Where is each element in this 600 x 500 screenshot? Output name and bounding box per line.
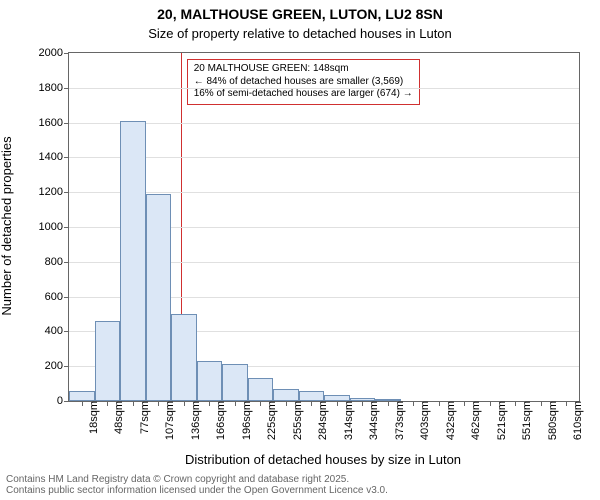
histogram-bar (197, 361, 223, 401)
histogram-bar (299, 391, 325, 401)
y-axis-label: Number of detached properties (0, 136, 14, 315)
annotation-line: 16% of semi-detached houses are larger (… (194, 88, 413, 101)
x-tick-label: 610sqm (566, 401, 584, 440)
x-tick-label: 521sqm (490, 401, 508, 440)
annotation-box: 20 MALTHOUSE GREEN: 148sqm← 84% of detac… (187, 59, 420, 105)
y-tick-label: 200 (45, 360, 69, 372)
plot-area: 20 MALTHOUSE GREEN: 148sqm← 84% of detac… (68, 52, 580, 402)
grid-line (69, 157, 579, 158)
y-tick-label: 1200 (39, 186, 69, 198)
y-tick-label: 0 (57, 395, 69, 407)
chart-title: 20, MALTHOUSE GREEN, LUTON, LU2 8SN (0, 6, 600, 22)
x-tick-label: 166sqm (209, 401, 227, 440)
y-tick-label: 1800 (39, 82, 69, 94)
x-tick-label: 551sqm (515, 401, 533, 440)
x-axis-label: Distribution of detached houses by size … (68, 452, 578, 467)
y-tick-label: 800 (45, 256, 69, 268)
grid-line (69, 123, 579, 124)
y-tick-label: 600 (45, 291, 69, 303)
x-tick-label: 284sqm (311, 401, 329, 440)
x-tick-label: 580sqm (541, 401, 559, 440)
histogram-bar (273, 389, 299, 401)
x-tick-label: 196sqm (235, 401, 253, 440)
x-tick-label: 403sqm (413, 401, 431, 440)
x-tick-label: 344sqm (362, 401, 380, 440)
chart-container: 20, MALTHOUSE GREEN, LUTON, LU2 8SN Size… (0, 0, 600, 500)
chart-subtitle: Size of property relative to detached ho… (0, 26, 600, 41)
histogram-bar (146, 194, 172, 401)
x-tick-label: 136sqm (184, 401, 202, 440)
footer-line-2: Contains public sector information licen… (6, 485, 388, 496)
footer-attribution: Contains HM Land Registry data © Crown c… (0, 470, 394, 500)
footer-line-1: Contains HM Land Registry data © Crown c… (6, 474, 388, 485)
histogram-bar (69, 391, 95, 401)
annotation-line: ← 84% of detached houses are smaller (3,… (194, 76, 413, 89)
y-tick-label: 2000 (39, 47, 69, 59)
x-tick-label: 18sqm (82, 401, 100, 434)
x-tick-label: 373sqm (388, 401, 406, 440)
x-tick-label: 77sqm (133, 401, 151, 434)
grid-line (69, 88, 579, 89)
histogram-bar (222, 364, 248, 401)
y-tick-label: 1400 (39, 151, 69, 163)
x-tick-label: 432sqm (439, 401, 457, 440)
histogram-bar (95, 321, 121, 401)
histogram-bar (120, 121, 146, 401)
histogram-bar (248, 378, 274, 401)
x-tick-label: 462sqm (464, 401, 482, 440)
x-tick-label: 225sqm (260, 401, 278, 440)
y-tick-label: 1600 (39, 117, 69, 129)
x-tick-label: 107sqm (158, 401, 176, 440)
y-tick-label: 1000 (39, 221, 69, 233)
histogram-bar (171, 314, 197, 401)
x-tick-label: 314sqm (337, 401, 355, 440)
x-tick-label: 48sqm (107, 401, 125, 434)
y-tick-label: 400 (45, 325, 69, 337)
x-tick-label: 255sqm (286, 401, 304, 440)
annotation-line: 20 MALTHOUSE GREEN: 148sqm (194, 63, 413, 76)
